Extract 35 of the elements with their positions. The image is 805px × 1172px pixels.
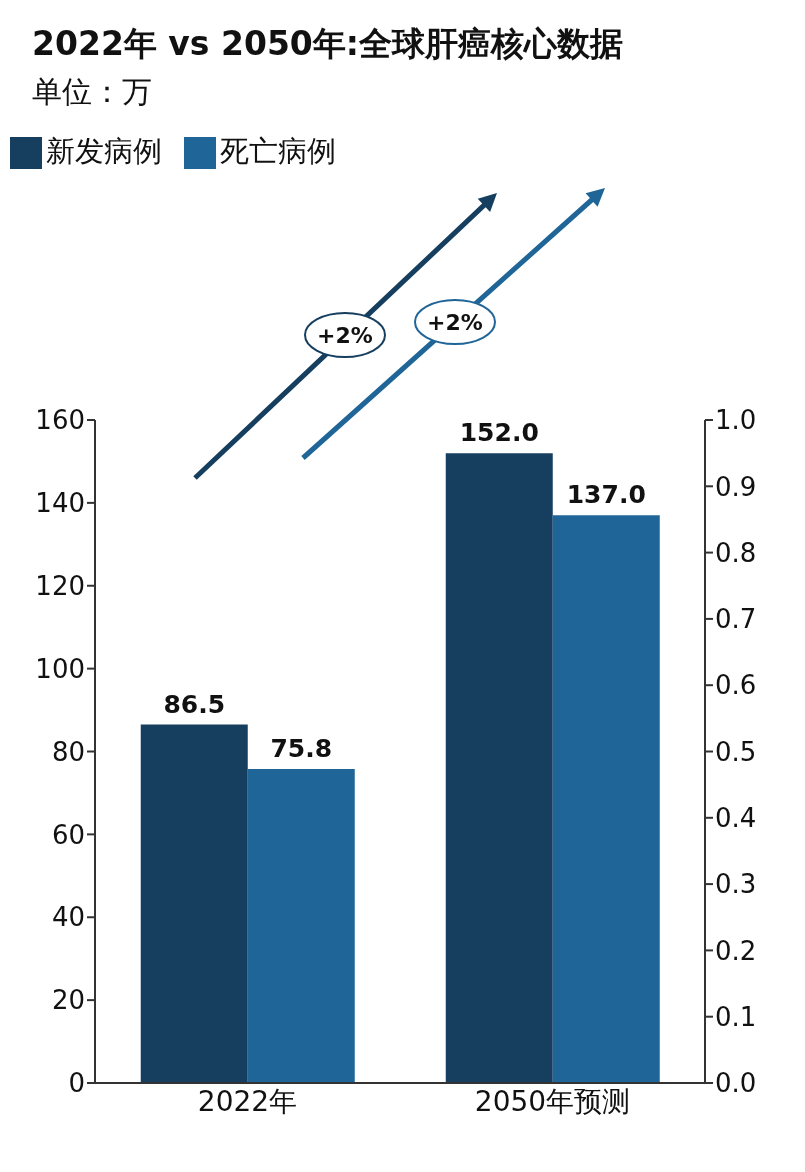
y2-tick-label: 0.0	[715, 1068, 757, 1099]
y-tick-label: 120	[35, 570, 85, 601]
y2-tick-label: 0.6	[715, 670, 757, 701]
text: +2%	[427, 310, 483, 335]
y2-tick-label: 0.8	[715, 537, 757, 568]
x-tick-label: 2022年	[197, 1084, 298, 1118]
text: +2%	[317, 323, 373, 348]
chart-subtitle: 单位：万	[32, 73, 152, 111]
y-tick-label: 160	[35, 405, 85, 436]
legend-label: 死亡病例	[220, 134, 336, 168]
y2-tick-label: 0.5	[715, 736, 757, 767]
y2-tick-label: 0.1	[715, 1001, 757, 1032]
y-tick-label: 100	[35, 653, 85, 684]
y-tick-label: 20	[51, 985, 85, 1016]
x-tick-label: 2050年预测	[474, 1084, 631, 1118]
y-tick-label: 80	[51, 736, 85, 767]
text: 137.0	[566, 480, 646, 510]
y-tick-label: 60	[51, 819, 85, 850]
chart-title: 2022年 vs 2050年:全球肝癌核心数据	[32, 23, 624, 65]
y2-tick-label: 0.3	[715, 869, 757, 900]
y-tick-label: 140	[35, 488, 85, 519]
y2-tick-label: 0.9	[715, 471, 757, 502]
y2-tick-label: 0.2	[715, 935, 757, 966]
text: 152.0	[459, 418, 539, 448]
y-tick-label: 40	[51, 902, 85, 933]
bar	[247, 768, 355, 1083]
text: 86.5	[163, 689, 226, 719]
bar	[552, 515, 660, 1083]
text: 75.8	[270, 733, 333, 763]
y2-tick-label: 1.0	[715, 405, 757, 436]
bar	[140, 724, 248, 1083]
y-tick-label: 0	[68, 1068, 85, 1099]
y2-tick-label: 0.7	[715, 604, 757, 635]
y2-tick-label: 0.4	[715, 803, 757, 834]
legend-label: 新发病例	[46, 134, 162, 168]
